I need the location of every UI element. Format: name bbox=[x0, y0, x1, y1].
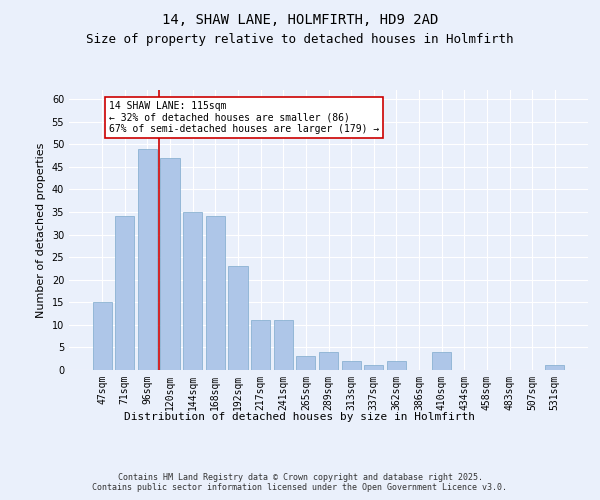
Text: 14 SHAW LANE: 115sqm
← 32% of detached houses are smaller (86)
67% of semi-detac: 14 SHAW LANE: 115sqm ← 32% of detached h… bbox=[109, 102, 379, 134]
Bar bbox=[296, 356, 316, 370]
Bar bbox=[432, 352, 451, 370]
Bar bbox=[274, 320, 293, 370]
Text: Distribution of detached houses by size in Holmfirth: Distribution of detached houses by size … bbox=[125, 412, 476, 422]
Bar bbox=[387, 361, 406, 370]
Bar bbox=[545, 366, 565, 370]
Bar bbox=[251, 320, 270, 370]
Bar bbox=[115, 216, 134, 370]
Bar bbox=[138, 148, 157, 370]
Bar bbox=[160, 158, 180, 370]
Y-axis label: Number of detached properties: Number of detached properties bbox=[36, 142, 46, 318]
Bar bbox=[229, 266, 248, 370]
Text: Contains HM Land Registry data © Crown copyright and database right 2025.
Contai: Contains HM Land Registry data © Crown c… bbox=[92, 472, 508, 492]
Bar bbox=[319, 352, 338, 370]
Bar bbox=[364, 366, 383, 370]
Text: 14, SHAW LANE, HOLMFIRTH, HD9 2AD: 14, SHAW LANE, HOLMFIRTH, HD9 2AD bbox=[162, 12, 438, 26]
Text: Size of property relative to detached houses in Holmfirth: Size of property relative to detached ho… bbox=[86, 32, 514, 46]
Bar bbox=[206, 216, 225, 370]
Bar bbox=[92, 302, 112, 370]
Bar bbox=[183, 212, 202, 370]
Bar bbox=[341, 361, 361, 370]
